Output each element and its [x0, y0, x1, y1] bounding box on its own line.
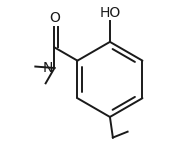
Text: HO: HO [99, 6, 121, 20]
Text: O: O [49, 11, 60, 25]
Text: N: N [42, 61, 53, 75]
